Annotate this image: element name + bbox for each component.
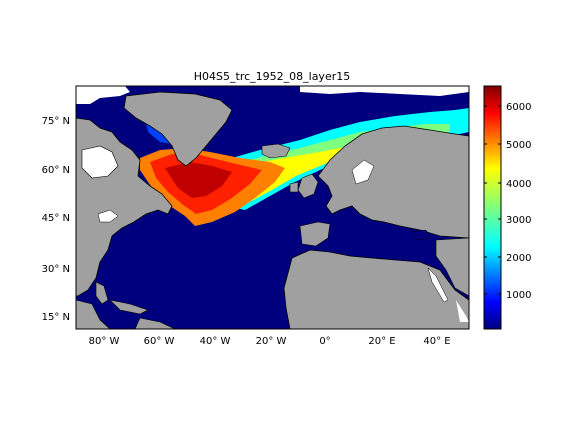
figure-title: H04S5_trc_1952_08_layer15 xyxy=(194,70,350,83)
lon-tick-label: 0° xyxy=(319,336,330,347)
lon-tick-label: 20° E xyxy=(368,336,395,347)
land-middle-east xyxy=(435,237,469,297)
map-panel xyxy=(76,86,469,329)
lon-tick-label: 60° W xyxy=(144,336,175,347)
land-florida xyxy=(95,281,109,305)
lon-tick-label: 40° W xyxy=(200,336,231,347)
land-iceland xyxy=(261,143,291,159)
missing-baltic xyxy=(351,159,375,185)
colorbar-tick-label: 5000 xyxy=(506,140,531,151)
lat-tick-label: 75° N xyxy=(42,116,70,127)
colorbar-tick-label: 2000 xyxy=(506,253,531,264)
missing-data-north xyxy=(300,86,469,96)
missing-great-lakes xyxy=(97,209,119,223)
colorbar-ticks xyxy=(484,105,501,295)
colorbar-tick-label: 1000 xyxy=(506,290,531,301)
ocean-black-sea xyxy=(409,229,431,241)
lon-tick-label: 80° W xyxy=(89,336,120,347)
lon-tick-label: 20° W xyxy=(256,336,287,347)
colorbar-tick-label: 4000 xyxy=(506,179,531,190)
missing-red-sea xyxy=(427,267,449,303)
land-europe xyxy=(317,125,469,239)
colorbar-tick-label: 3000 xyxy=(506,215,531,226)
missing-hudson-bay xyxy=(81,145,119,179)
lat-tick-label: 45° N xyxy=(42,213,70,224)
land-ireland xyxy=(289,181,299,193)
longitude-tick-labels: 80° W 60° W 40° W 20° W 0° 20° E 40° E xyxy=(89,336,451,347)
land-greenland xyxy=(123,91,233,167)
land-south-america xyxy=(134,317,176,329)
land-africa xyxy=(283,249,469,329)
missing-data-arctic xyxy=(76,86,130,104)
colorbar xyxy=(483,85,502,330)
colorbar-tick-label: 6000 xyxy=(506,102,531,113)
lat-tick-label: 60° N xyxy=(42,165,70,176)
land-iberia xyxy=(299,221,331,247)
land-central-america xyxy=(76,299,111,329)
colorbar-tick-labels: 6000 5000 4000 3000 2000 1000 xyxy=(506,102,531,301)
lon-tick-label: 40° E xyxy=(423,336,450,347)
land-cuba xyxy=(109,299,149,315)
map-frame xyxy=(75,85,470,330)
latitude-tick-labels: 75° N 60° N 45° N 30° N 15° N xyxy=(42,116,70,323)
ocean-mediterranean xyxy=(326,236,432,256)
missing-gulf xyxy=(456,300,469,322)
lat-tick-label: 30° N xyxy=(42,264,70,275)
lat-tick-label: 15° N xyxy=(42,312,70,323)
tracer-darkred xyxy=(165,162,232,198)
